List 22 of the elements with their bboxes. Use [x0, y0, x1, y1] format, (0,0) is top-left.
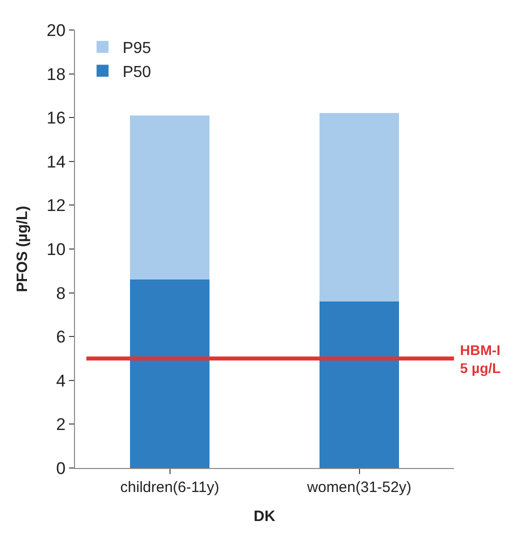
legend-label: P95: [122, 40, 152, 58]
legend-label: P50: [122, 64, 152, 81]
y-tick-label: 8: [56, 284, 66, 303]
y-tick-label: 4: [56, 371, 66, 390]
y-tick-label: 6: [56, 328, 66, 347]
x-tick-label: children(6-11y): [120, 479, 220, 496]
bar: [319, 302, 400, 468]
y-tick-label: 12: [46, 196, 66, 216]
x-axis-title: DK: [254, 508, 276, 525]
y-tick-label: 0: [56, 458, 66, 478]
y-tick-label: 2: [56, 415, 66, 434]
y-tick-label: 18: [46, 64, 66, 84]
bar: [130, 280, 210, 468]
y-tick-label: 14: [46, 152, 66, 172]
bar: [319, 113, 400, 302]
ref-line-label: HBM-I 5 µg/L: [460, 342, 502, 376]
x-tick-label: women(31-52y): [306, 479, 412, 496]
y-tick-label: 10: [46, 240, 66, 259]
y-tick-label: 20: [46, 20, 66, 40]
y-tick-label: 16: [46, 108, 66, 128]
y-axis-title: PFOS (µg/L): [14, 206, 31, 292]
bar: [130, 115, 210, 280]
